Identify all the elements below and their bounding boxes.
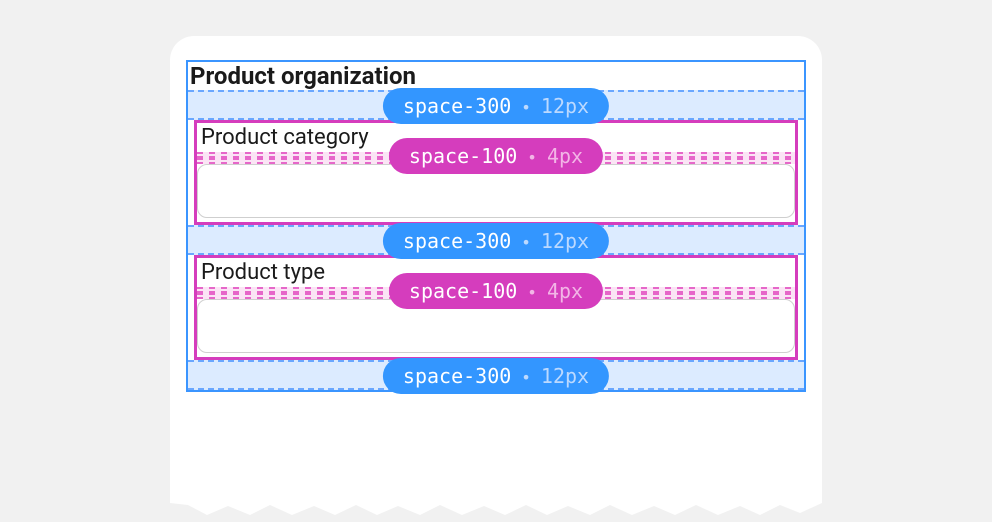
space-px: 12px (541, 229, 589, 253)
field-group-outline: Product category space-100 • 4px (194, 120, 798, 225)
group-gap-strip: space-300 • 12px (188, 360, 804, 390)
label-field-gap-strip: space-100 • 4px (197, 287, 795, 299)
space-token-pill: space-100 • 4px (389, 138, 603, 174)
space-px: 12px (541, 94, 589, 118)
space-token-pill: space-100 • 4px (389, 273, 603, 309)
group-gap-strip: space-300 • 12px (188, 90, 804, 120)
torn-edge-decoration (170, 503, 822, 522)
space-token: space-300 (403, 94, 511, 118)
pill-separator: • (521, 368, 531, 387)
space-token-pill: space-300 • 12px (383, 223, 609, 259)
space-token: space-300 (403, 229, 511, 253)
space-token-pill: space-300 • 12px (383, 358, 609, 394)
label-field-gap-strip: space-100 • 4px (197, 152, 795, 164)
outer-container-outline: Product organization space-300 • 12px Pr… (186, 60, 806, 392)
space-px: 4px (547, 144, 583, 168)
space-token: space-100 (409, 144, 517, 168)
space-token: space-300 (403, 364, 511, 388)
space-px: 12px (541, 364, 589, 388)
pill-separator: • (521, 233, 531, 252)
pill-separator: • (527, 283, 537, 302)
spec-card: Product organization space-300 • 12px Pr… (170, 36, 822, 522)
field-group-outline: Product type space-100 • 4px (194, 255, 798, 360)
space-token: space-100 (409, 279, 517, 303)
pill-separator: • (521, 98, 531, 117)
space-px: 4px (547, 279, 583, 303)
space-token-pill: space-300 • 12px (383, 88, 609, 124)
group-gap-strip: space-300 • 12px (188, 225, 804, 255)
pill-separator: • (527, 148, 537, 167)
card-heading: Product organization (188, 62, 804, 90)
